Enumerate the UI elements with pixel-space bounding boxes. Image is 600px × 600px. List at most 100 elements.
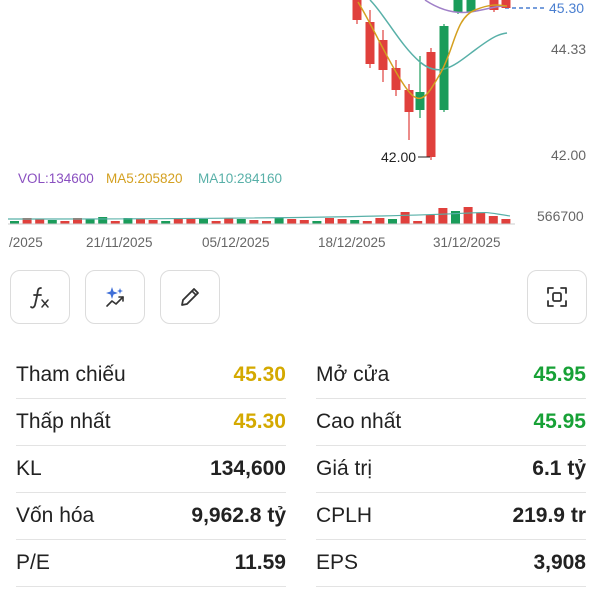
- stat-value-traded: Giá trị 6.1 tỷ: [316, 446, 586, 493]
- fullscreen-button[interactable]: [527, 270, 587, 324]
- volume-ma-line: [7, 211, 511, 220]
- date-label: 18/12/2025: [318, 235, 386, 250]
- volume-bar: [47, 220, 57, 224]
- stats-row: Thấp nhất 45.30 Cao nhất 45.95: [0, 399, 600, 446]
- stats-row: P/E 11.59 EPS 3,908: [0, 540, 600, 587]
- candlesticks: [352, 0, 511, 160]
- stat-reference: Tham chiếu 45.30: [16, 352, 286, 399]
- volume-bar: [148, 220, 158, 224]
- volume-bar: [262, 221, 271, 224]
- volume-bar: [375, 218, 385, 224]
- candle: [404, 90, 414, 112]
- pencil-icon: [176, 283, 204, 311]
- candle: [365, 22, 375, 64]
- volume-bar: [186, 219, 196, 224]
- ma10-volume-label: MA10:284160: [198, 171, 282, 186]
- volume-bar: [463, 207, 473, 224]
- volume-bar: [110, 221, 120, 224]
- date-label: 05/12/2025: [202, 235, 270, 250]
- volume-bar: [73, 218, 82, 224]
- formula-icon: [26, 283, 54, 311]
- volume-bar: [287, 219, 297, 224]
- volume-bar: [236, 219, 246, 224]
- volume-bar: [350, 220, 360, 224]
- volume-bar: [451, 211, 460, 224]
- volume-bar: [22, 218, 32, 224]
- volume-bar: [501, 219, 511, 224]
- date-label: 21/11/2025: [86, 235, 153, 250]
- stat-label: Thấp nhất: [16, 410, 111, 433]
- stat-value: 45.30: [233, 363, 286, 386]
- stat-label: Cao nhất: [316, 410, 402, 433]
- stat-open: Mở cửa 45.95: [316, 352, 586, 399]
- volume-bar: [274, 218, 284, 224]
- formula-button[interactable]: [10, 270, 70, 324]
- stat-label: CPLH: [316, 504, 373, 527]
- candle: [466, 0, 476, 12]
- volume-bar: [425, 215, 435, 224]
- stat-low: Thấp nhất 45.30: [16, 399, 286, 446]
- stat-pe: P/E 11.59: [16, 540, 286, 587]
- volume-bar: [337, 219, 347, 224]
- candle: [415, 92, 425, 110]
- stat-value: 134,600: [210, 457, 286, 480]
- date-label: /2025: [9, 235, 43, 250]
- stat-label: Giá trị: [316, 457, 373, 480]
- volume-bar: [476, 213, 486, 224]
- volume-bar: [136, 219, 145, 224]
- volume-bar: [362, 221, 372, 224]
- volume-bar: [488, 216, 498, 224]
- volume-bar: [85, 219, 95, 224]
- volume-bar: [325, 218, 334, 224]
- volume-bar: [35, 219, 45, 224]
- price-tick-high: 44.33: [551, 41, 586, 57]
- stats-row: KL 134,600 Giá trị 6.1 tỷ: [0, 446, 600, 493]
- volume-bar: [400, 212, 410, 224]
- volume-bar: [299, 220, 309, 224]
- price-tick-low: 42.00: [551, 147, 586, 163]
- draw-button[interactable]: [160, 270, 220, 324]
- stat-label: Tham chiếu: [16, 363, 126, 386]
- volume-bar: [224, 218, 234, 224]
- volume-bars: [10, 207, 511, 224]
- ai-sparkle-icon: [101, 283, 129, 311]
- volume-bar: [211, 221, 221, 224]
- stat-value: 11.59: [234, 551, 286, 574]
- stat-value: 45.95: [533, 363, 586, 386]
- ma5-volume-label: MA5:205820: [106, 171, 183, 186]
- price-chart[interactable]: 45.30 44.33 42.00 42.00 VOL:134600 MA5:2…: [0, 0, 600, 262]
- stat-value: 3,908: [533, 551, 586, 574]
- ai-indicator-button[interactable]: [85, 270, 145, 324]
- candle: [439, 26, 449, 110]
- volume-bar: [173, 218, 183, 224]
- vol-label: VOL:134600: [18, 171, 94, 186]
- candle: [426, 52, 436, 157]
- stat-label: EPS: [316, 551, 359, 574]
- stat-value: 219.9 tr: [512, 504, 586, 527]
- stat-value: 6.1 tỷ: [532, 457, 586, 480]
- volume-bar: [249, 220, 259, 224]
- volume-bar: [413, 221, 423, 224]
- low-price-marker: 42.00: [381, 149, 416, 165]
- ma10-line: [369, 0, 508, 71]
- volume-bar: [60, 221, 70, 224]
- chart-toolbar: [0, 270, 600, 328]
- candle: [391, 68, 401, 90]
- stat-market-cap: Vốn hóa 9,962.8 tỷ: [16, 493, 286, 540]
- stat-volume: KL 134,600: [16, 446, 286, 493]
- stat-shares-outstanding: CPLH 219.9 tr: [316, 493, 586, 540]
- volume-bar: [312, 221, 322, 224]
- stat-label: KL: [16, 457, 42, 480]
- candle: [352, 0, 362, 20]
- current-price-label: 45.30: [549, 0, 584, 16]
- stat-label: Mở cửa: [316, 363, 390, 386]
- stats-row: Tham chiếu 45.30 Mở cửa 45.95: [0, 352, 600, 399]
- stat-value: 45.30: [233, 410, 286, 433]
- stat-eps: EPS 3,908: [316, 540, 586, 587]
- volume-bar: [98, 217, 108, 224]
- candle: [453, 0, 463, 12]
- stat-high: Cao nhất 45.95: [316, 399, 586, 446]
- stats-row: Vốn hóa 9,962.8 tỷ CPLH 219.9 tr: [0, 493, 600, 540]
- fullscreen-icon: [543, 283, 571, 311]
- stat-value: 45.95: [533, 410, 586, 433]
